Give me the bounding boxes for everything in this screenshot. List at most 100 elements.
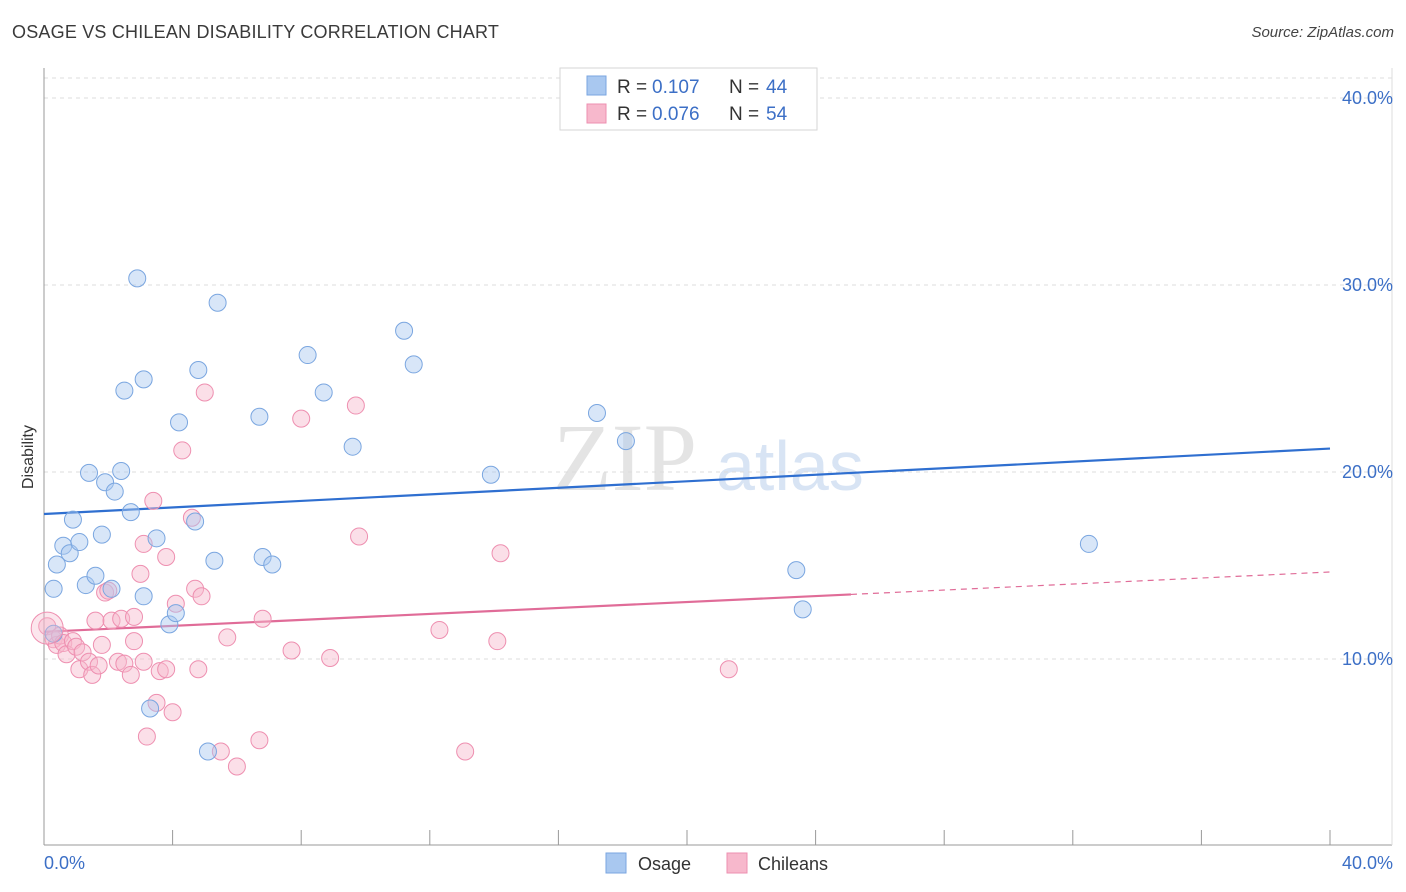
- osage-point: [121, 503, 140, 522]
- osage-point: [80, 463, 99, 482]
- legend-osage-swatch: [586, 75, 607, 96]
- chilean-point: [253, 609, 272, 628]
- grid-lines: [44, 77, 1392, 660]
- osage-point: [395, 321, 414, 340]
- tick-labels: 10.0% 20.0% 30.0% 40.0% 0.0% 40.0%: [44, 88, 1393, 873]
- osage-point: [793, 600, 812, 619]
- osage-point: [47, 555, 66, 574]
- osage-point: [134, 587, 153, 606]
- y-axis-title: Disability: [20, 425, 37, 489]
- osage-point: [115, 381, 134, 400]
- chilean-point: [89, 656, 108, 675]
- chilean-point: [144, 491, 163, 510]
- osage-point: [92, 525, 111, 544]
- chilean-point: [125, 632, 144, 651]
- chilean-point: [57, 645, 76, 664]
- osage-point: [134, 370, 153, 389]
- legend-osage-n-value: 44: [766, 77, 788, 98]
- bottom-legend-osage-label: Osage: [638, 854, 691, 874]
- axes: [43, 68, 1393, 846]
- osage-point: [63, 510, 82, 529]
- legend-osage-r-label: R =: [617, 77, 647, 98]
- osage-point: [141, 699, 160, 718]
- chilean-point: [321, 649, 340, 667]
- chilean-point-large: [30, 611, 64, 645]
- chilean-point: [192, 587, 211, 606]
- chilean-point: [166, 594, 185, 613]
- osage-point: [208, 293, 227, 312]
- osage-point: [587, 404, 606, 423]
- chilean-point: [719, 660, 738, 679]
- chilean-point: [157, 660, 176, 679]
- osage-point: [616, 432, 635, 451]
- x-tick-label-min: 0.0%: [44, 853, 85, 873]
- chilean-point: [218, 628, 237, 647]
- bottom-legend-chilean-label: Chileans: [758, 854, 828, 874]
- data-points: [30, 269, 1098, 776]
- chilean-point: [121, 665, 140, 684]
- chilean-point: [282, 641, 301, 660]
- source-credit: Source: ZipAtlas.com: [1251, 24, 1394, 41]
- y-tick-label: 10.0%: [1342, 649, 1393, 669]
- watermark-atlas: atlas: [716, 427, 864, 505]
- osage-point: [102, 579, 121, 598]
- chilean-point: [189, 660, 208, 679]
- osage-point: [128, 269, 147, 288]
- legend-chilean-swatch: [586, 103, 607, 124]
- chilean-point: [195, 383, 214, 402]
- chilean-point: [250, 731, 269, 750]
- chilean-point: [99, 581, 118, 600]
- trend-lines: [43, 447, 1331, 633]
- chilean-point: [115, 654, 134, 673]
- osage-point: [298, 346, 317, 365]
- bottom-legend: Osage Chileans: [605, 852, 828, 874]
- chilean-point: [38, 617, 57, 636]
- chilean-point: [350, 527, 369, 546]
- y-tick-label: 40.0%: [1342, 88, 1393, 108]
- chilean-point: [73, 643, 92, 662]
- osage-point: [404, 355, 423, 374]
- osage-point: [76, 576, 95, 595]
- osage-point: [160, 615, 179, 634]
- chilean-point: [137, 727, 156, 746]
- legend-chilean-r-value: 0.076: [652, 104, 700, 125]
- chilean-point: [92, 635, 111, 654]
- osage-point: [70, 533, 89, 552]
- chilean-point: [83, 665, 102, 684]
- chilean-point: [488, 632, 507, 651]
- osage-point: [105, 482, 124, 501]
- chilean-point: [430, 620, 449, 639]
- chilean-point: [491, 544, 510, 563]
- x-tick-label-max: 40.0%: [1342, 853, 1393, 873]
- y-tick-label: 30.0%: [1342, 275, 1393, 295]
- osage-point: [343, 437, 362, 456]
- chilean-point: [157, 548, 176, 567]
- chilean-point: [346, 396, 365, 415]
- osage-point: [147, 529, 166, 548]
- watermark-zip: ZIP: [553, 404, 697, 511]
- chilean-point: [150, 662, 169, 681]
- chilean-point: [211, 742, 230, 761]
- osage-point: [1079, 534, 1098, 553]
- chilean-point: [86, 611, 105, 630]
- osage-point: [787, 561, 806, 580]
- chilean-point: [227, 757, 246, 776]
- chilean-point: [173, 441, 192, 460]
- osage-point: [86, 566, 105, 585]
- legend-chilean-r-label: R =: [617, 104, 647, 125]
- osage-point: [198, 742, 217, 761]
- osage-point: [112, 462, 131, 480]
- chilean-point: [108, 652, 127, 671]
- legend-box: R = 0.107 N = 44 R = 0.076 N = 54: [559, 67, 818, 131]
- osage-point: [253, 548, 272, 567]
- chilean-point: [186, 579, 205, 598]
- osage-point: [166, 604, 185, 623]
- legend-osage-r-value: 0.107: [652, 77, 700, 98]
- osage-point: [96, 473, 115, 492]
- chilean-point: [163, 703, 182, 722]
- osage-point: [44, 579, 63, 598]
- osage-trend-line: [43, 447, 1331, 516]
- legend-osage-n-label: N =: [729, 77, 759, 98]
- osage-point: [250, 407, 269, 426]
